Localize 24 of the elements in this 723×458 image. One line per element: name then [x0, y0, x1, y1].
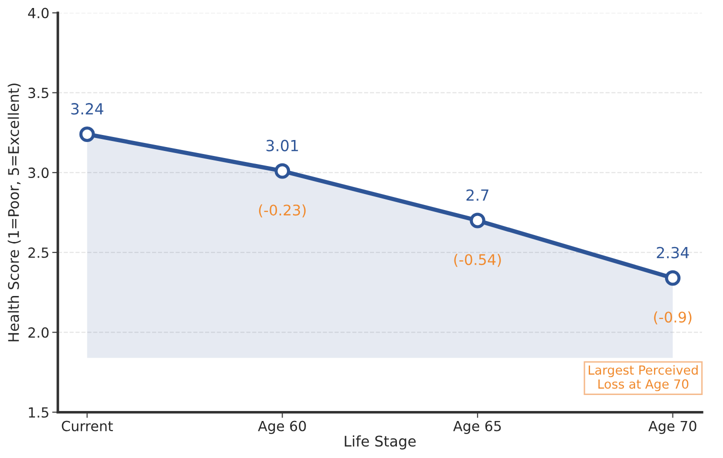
- x-tick-label: Age 70: [648, 420, 696, 434]
- point: [664, 270, 681, 286]
- annotation: Largest Perceived Loss at Age 70: [588, 365, 698, 392]
- y-axis-title: Health Score (1=Poor, 5=Excellent): [8, 84, 21, 342]
- x-tick-label: Age 65: [453, 420, 501, 434]
- x-axis-title: Life Stage: [344, 435, 416, 450]
- point: [79, 126, 95, 142]
- y-tick-label: 2.5: [28, 247, 48, 258]
- annotation: (-0.23): [259, 204, 306, 218]
- data-label: 3.01: [266, 140, 298, 152]
- point: [470, 212, 486, 228]
- y-tick-label: 3.0: [28, 168, 49, 178]
- data-label: 2.34: [656, 246, 689, 258]
- x-tick-label: Current: [62, 420, 113, 432]
- y-tick-label: 1.5: [28, 407, 48, 418]
- x-tick-label: Age 60: [258, 420, 306, 434]
- annotation: (-0.9): [654, 311, 692, 324]
- y-tick-label: 4.0: [28, 8, 49, 18]
- annotation: (-0.54): [454, 254, 501, 267]
- data-label: 3.24: [71, 103, 104, 115]
- point: [274, 163, 290, 179]
- y-tick-label: 3.5: [28, 88, 48, 98]
- data-label: 2.7: [466, 189, 488, 201]
- y-tick-label: 2.0: [28, 327, 49, 338]
